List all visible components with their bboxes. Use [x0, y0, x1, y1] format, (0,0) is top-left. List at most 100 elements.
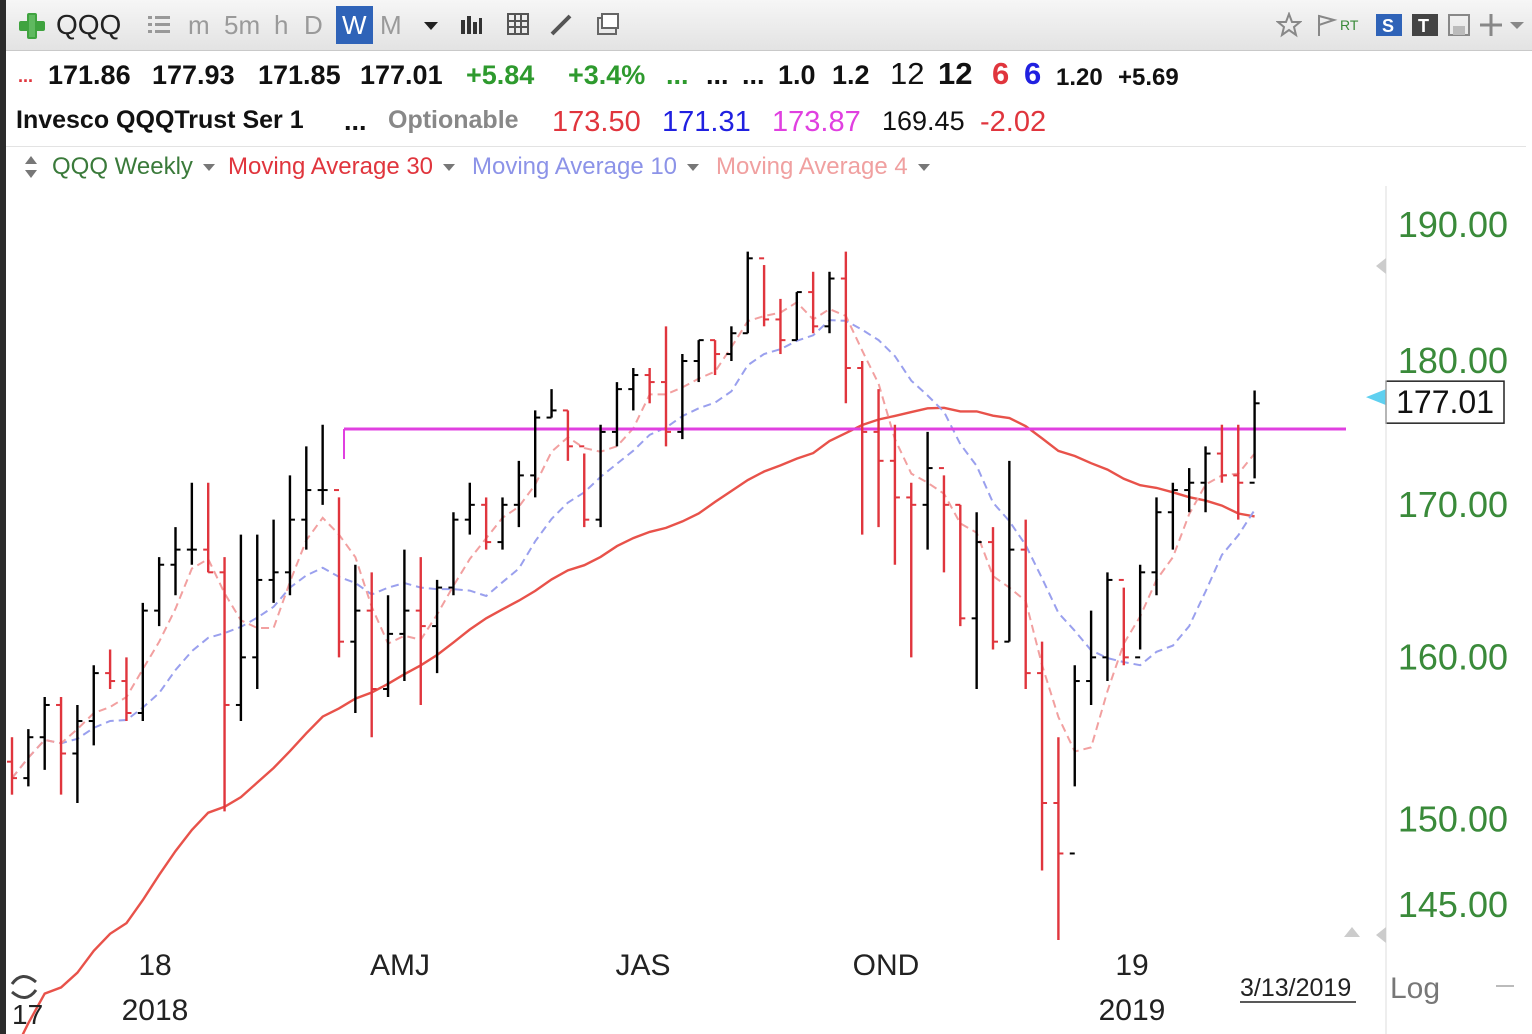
legend-series[interactable]: QQQ Weekly: [52, 153, 215, 181]
quote-row: ... 171.86 177.93 171.85 177.01 +5.84 +3…: [6, 52, 1532, 98]
ohlc-bar: [530, 410, 541, 498]
ohlc-bar: [432, 579, 443, 674]
x-tick-label: 18: [138, 949, 171, 982]
ohlc-bar: [661, 326, 671, 447]
ohlc-bar: [595, 424, 606, 528]
ma30-series: [21, 406, 1255, 1034]
ohlc-bar: [824, 271, 835, 334]
ma10-series: [11, 319, 1256, 779]
timeframe-w[interactable]: W: [336, 6, 373, 44]
ohlc-bar: [808, 271, 819, 334]
ohlc-bar: [170, 527, 181, 596]
svg-text:T: T: [1418, 16, 1429, 36]
save-icon[interactable]: [1446, 12, 1472, 38]
ohlc-bar: [105, 649, 116, 689]
pen-icon[interactable]: [548, 12, 574, 38]
ohlc-bar: [628, 368, 639, 411]
resistance-line[interactable]: [343, 427, 1346, 460]
timeframe-d[interactable]: D: [304, 10, 323, 40]
ohlc-bar: [1020, 519, 1031, 689]
timeframe-m[interactable]: m: [188, 10, 210, 40]
grid-icon[interactable]: [506, 12, 532, 38]
ohlc-bar: [121, 657, 132, 722]
ohlc-bar: [1102, 572, 1113, 682]
timeframe-5m[interactable]: 5m: [224, 10, 261, 40]
quote-v3: 12: [890, 56, 925, 91]
ohlc-bar: [203, 482, 214, 574]
ohlc-bar: [448, 512, 459, 596]
change-value: +5.84: [466, 60, 535, 90]
x-year-label: 2018: [122, 994, 189, 1027]
legend-ma10-label: Moving Average 10: [472, 153, 678, 180]
ohlc-bar: [284, 475, 295, 596]
add-icon[interactable]: [18, 12, 46, 40]
toolbar: QQQ m 5m h D W M: [6, 0, 1532, 51]
symbol-label[interactable]: QQQ: [56, 9, 122, 40]
ohlc-bar: [955, 503, 966, 627]
ohlc-bar: [677, 354, 688, 440]
scroll-left-icon: [1376, 927, 1386, 943]
ohlc-bar: [464, 482, 475, 535]
quote-prefix: ...: [18, 66, 34, 86]
price-axis: 190.00 180.00 170.00 160.00 150.00 145.00 177.…: [1366, 204, 1508, 925]
high-value: 177.93: [152, 60, 235, 90]
ohlc-bar: [154, 557, 165, 627]
window-icon[interactable]: [594, 12, 620, 38]
star-icon[interactable]: [1276, 12, 1302, 38]
ohlc-bar: [791, 291, 802, 342]
ohlc-bar: [88, 665, 99, 746]
y-tick-label: 160.00: [1398, 636, 1508, 677]
ohlc-bar: [922, 431, 933, 550]
ma30-value: 173.50: [552, 106, 641, 138]
change-pct-value: +3.4%: [568, 60, 646, 90]
ohlc-bar: [350, 564, 361, 713]
ohlc-bar: [579, 445, 590, 528]
ohlc-bar: [873, 389, 884, 528]
ohlc-bar: [72, 704, 83, 803]
ohlc-bar: [710, 339, 721, 376]
legend-ma30-label: Moving Average 30: [228, 153, 434, 180]
resize-icon[interactable]: [24, 155, 38, 179]
ohlc-bar: [7, 737, 17, 795]
ohlc-bar: [938, 467, 949, 573]
timeframe-m-monthly[interactable]: M: [380, 10, 402, 40]
optionable-label: Optionable: [388, 106, 519, 134]
legend-ma4[interactable]: Moving Average 4: [716, 153, 930, 181]
ohlc-bar: [366, 572, 377, 738]
y-tick-label: 170.00: [1398, 484, 1508, 525]
bar-chart-icon[interactable]: [458, 12, 484, 38]
ohlc-bar: [1200, 446, 1211, 513]
ma10-line: [11, 319, 1256, 779]
s-icon[interactable]: S: [1376, 12, 1402, 38]
legend-ma10[interactable]: Moving Average 10: [472, 153, 700, 181]
timeframe-h[interactable]: h: [274, 10, 289, 40]
move-icon[interactable]: [1478, 12, 1504, 38]
timeframe-dropdown-icon[interactable]: [418, 12, 444, 38]
ohlc-bar: [186, 482, 197, 565]
ohlc-bar: [562, 409, 573, 461]
svg-text:S: S: [1382, 16, 1394, 36]
rt-icon[interactable]: RT: [1338, 12, 1364, 38]
ohlc-bar: [1069, 665, 1080, 855]
t-icon[interactable]: T: [1412, 12, 1438, 38]
ohlc-bar: [1249, 390, 1260, 484]
ohlc-bar: [1118, 578, 1129, 666]
ohlc-bar: [481, 497, 492, 550]
quote-dots-2: ...: [706, 60, 729, 90]
scroll-left-icon: [1376, 258, 1386, 274]
list-icon[interactable]: [146, 12, 172, 38]
ohlc-bar: [399, 549, 410, 682]
y-tick-label: 180.00: [1398, 340, 1508, 381]
scale-label: Log: [1390, 972, 1440, 1005]
ohlc-bar: [759, 257, 770, 327]
dropdown-icon[interactable]: [1506, 12, 1532, 38]
quote-v4: 12: [938, 56, 973, 91]
legend: QQQ Weekly Moving Average 30 Moving Aver…: [6, 146, 1526, 187]
scroll-up-icon: [1344, 927, 1360, 937]
ohlc-bar: [906, 482, 917, 658]
quote-dots-1: ...: [666, 60, 689, 90]
flag-icon[interactable]: [1314, 12, 1340, 38]
legend-ma30[interactable]: Moving Average 30: [228, 153, 456, 181]
y-tick-label: 145.00: [1398, 884, 1508, 925]
